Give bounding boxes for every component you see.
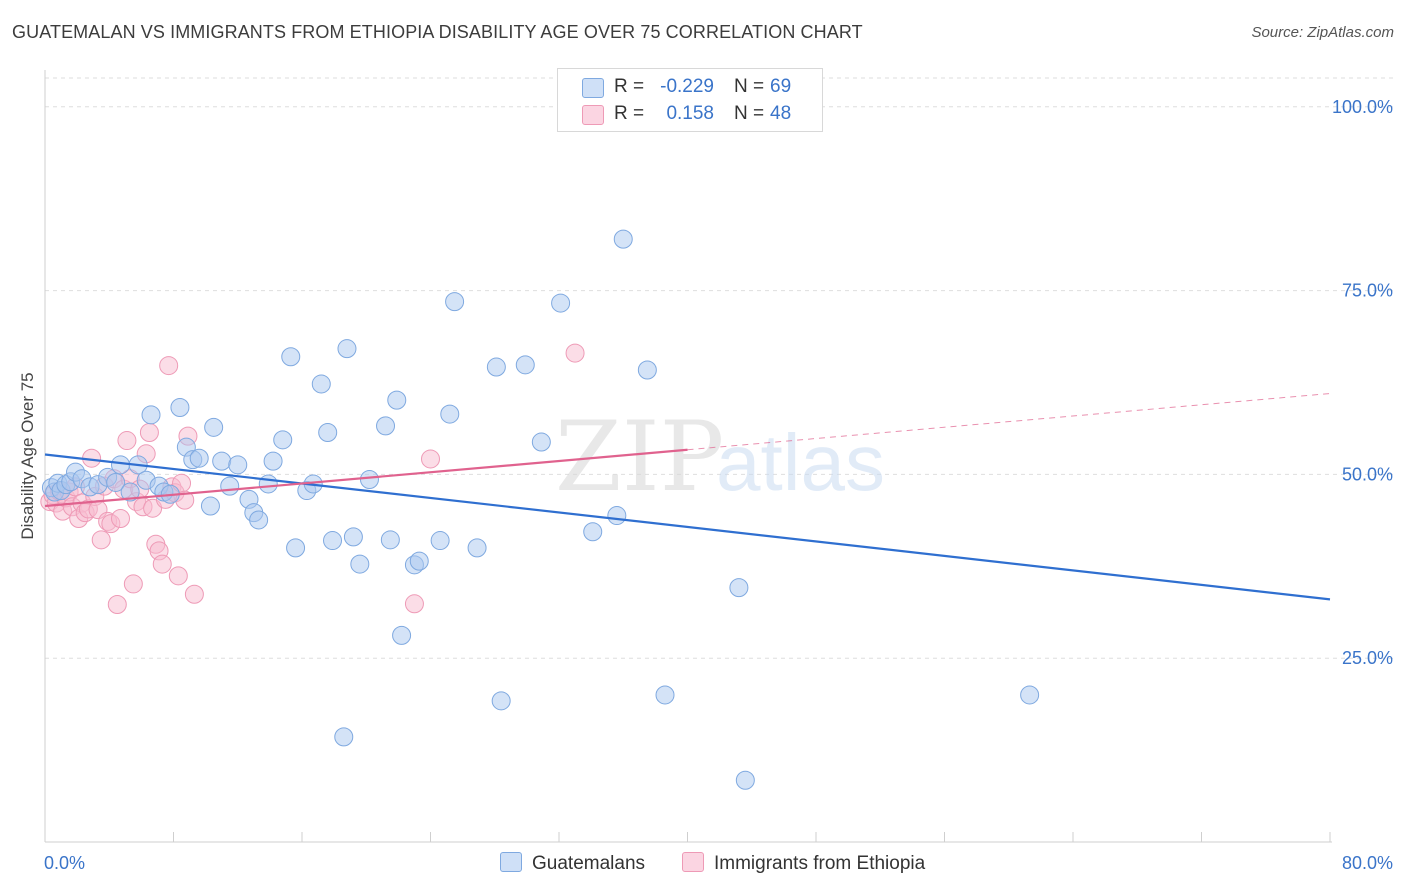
y-tick-label: 75.0% (1342, 281, 1393, 301)
y-tick-label: 25.0% (1342, 648, 1393, 668)
watermark-atlas: atlas (716, 418, 885, 507)
trend-line-ethiopia (44, 448, 688, 508)
legend-swatch-pink (582, 105, 604, 125)
data-point-guatemalans (212, 451, 232, 471)
legend-r-value: -0.229 (660, 76, 714, 97)
data-point-guatemalans (337, 339, 357, 359)
data-point-guatemalans (204, 417, 224, 437)
data-point-guatemalans (106, 472, 126, 492)
bottom-legend-ethiopia: Immigrants from Ethiopia (682, 852, 925, 875)
data-point-guatemalans (249, 510, 269, 530)
data-point-ethiopia (404, 594, 424, 614)
data-point-ethiopia (565, 343, 585, 363)
bottom-legend-label: Immigrants from Ethiopia (714, 853, 926, 874)
data-point-guatemalans (613, 229, 633, 249)
data-point-guatemalans (343, 527, 363, 547)
trend-lines (44, 393, 1331, 601)
axes (44, 70, 1332, 843)
x-tick-label: 80.0% (1342, 853, 1393, 873)
data-point-guatemalans (551, 293, 571, 313)
data-point-guatemalans (491, 691, 511, 711)
data-point-guatemalans (440, 404, 460, 424)
legend-row-guatemalans: R = -0.229 N = 69 (558, 74, 822, 100)
data-point-ethiopia (110, 508, 130, 528)
data-point-guatemalans (655, 685, 675, 705)
data-point-ethiopia (184, 584, 204, 604)
data-point-guatemalans (607, 506, 627, 526)
legend-n-label: N = (734, 103, 765, 124)
data-point-guatemalans (380, 530, 400, 550)
legend-r-label: R = (614, 76, 645, 97)
data-point-guatemalans (409, 551, 429, 571)
data-point-guatemalans (637, 360, 657, 380)
data-point-guatemalans (334, 727, 354, 747)
data-point-ethiopia (123, 574, 143, 594)
data-point-guatemalans (486, 357, 506, 377)
legend-r-label: R = (614, 103, 645, 124)
data-point-ethiopia (91, 530, 111, 550)
data-point-guatemalans (387, 390, 407, 410)
x-tick-label: 0.0% (44, 853, 85, 873)
y-tick-label: 50.0% (1342, 464, 1393, 484)
watermark: ZIP atlas (555, 401, 885, 513)
data-point-ethiopia (168, 566, 188, 586)
data-point-guatemalans (258, 474, 278, 494)
data-point-guatemalans (273, 430, 293, 450)
y-axis-label: Disability Age Over 75 (18, 372, 37, 540)
data-point-guatemalans (350, 554, 370, 574)
legend-row-ethiopia: R = 0.158 N = 48 (558, 101, 822, 127)
data-point-guatemalans (311, 374, 331, 394)
source-label: Source: ZipAtlas.com (1251, 24, 1394, 41)
data-point-ethiopia (152, 554, 172, 574)
data-point-guatemalans (430, 531, 450, 551)
data-point-guatemalans (735, 770, 755, 790)
data-point-guatemalans (170, 397, 190, 417)
bottom-legend-guatemalans: Guatemalans (500, 852, 645, 875)
data-point-guatemalans (583, 522, 603, 542)
legend-n-label: N = (734, 76, 765, 97)
legend-n-value: 69 (770, 76, 792, 97)
y-tick-label: 100.0% (1332, 97, 1393, 117)
data-point-guatemalans (467, 538, 487, 558)
data-point-guatemalans (263, 451, 283, 471)
data-point-ethiopia (159, 356, 179, 376)
data-point-guatemalans (189, 448, 209, 468)
data-point-guatemalans (228, 455, 248, 475)
data-point-guatemalans (359, 470, 379, 490)
data-point-ethiopia (117, 431, 137, 451)
bottom-legend-swatch-blue (500, 852, 522, 872)
data-point-guatemalans (286, 538, 306, 558)
data-point-guatemalans (220, 476, 240, 496)
data-point-guatemalans (200, 496, 220, 516)
data-point-guatemalans (376, 416, 396, 436)
data-point-guatemalans (281, 347, 301, 367)
grid-lines (45, 77, 1395, 659)
data-point-guatemalans (1020, 685, 1040, 705)
series-guatemalans-points (41, 229, 1040, 790)
data-point-ethiopia (421, 449, 440, 469)
data-point-guatemalans (531, 432, 551, 452)
tick-labels: 25.0% 50.0% 75.0% 100.0% 0.0% 80.0% (44, 97, 1393, 873)
data-point-guatemalans (445, 292, 465, 312)
data-point-ethiopia (107, 595, 127, 615)
legend-swatch-blue (582, 78, 604, 98)
data-point-guatemalans (141, 405, 161, 425)
legend-n-value: 48 (770, 103, 792, 124)
data-point-guatemalans (729, 578, 749, 598)
bottom-legend-label: Guatemalans (532, 853, 646, 874)
watermark-zip: ZIP (555, 401, 724, 513)
data-point-guatemalans (323, 531, 343, 551)
correlation-legend: R = -0.229 N = 69 R = 0.158 N = 48 (557, 68, 823, 132)
data-point-guatemalans (392, 625, 412, 645)
bottom-legend-swatch-pink (682, 852, 704, 872)
trend-line-guatemalans (44, 453, 1331, 601)
data-point-guatemalans (120, 482, 140, 502)
data-point-ethiopia (139, 422, 159, 442)
data-point-guatemalans (318, 422, 338, 442)
data-point-guatemalans (515, 355, 535, 375)
legend-r-value: 0.158 (666, 103, 714, 124)
trend-line-ethiopia-extension (687, 393, 1331, 451)
chart-title: GUATEMALAN VS IMMIGRANTS FROM ETHIOPIA D… (12, 22, 863, 42)
